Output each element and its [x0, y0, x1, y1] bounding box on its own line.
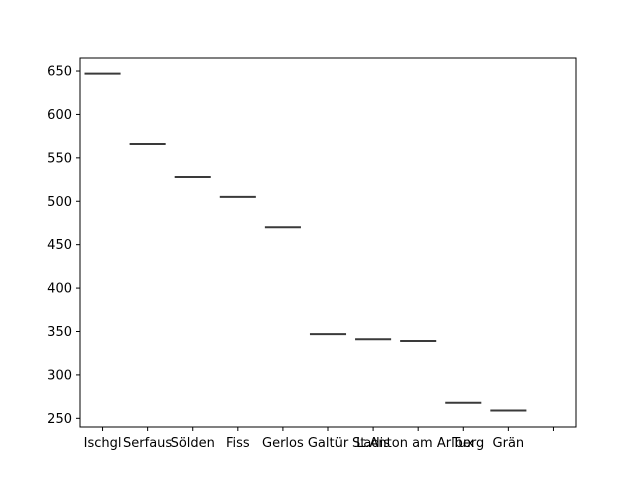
y-tick-label: 550: [47, 151, 72, 166]
x-tick-label: Grän: [493, 436, 525, 451]
y-tick-label: 650: [47, 65, 72, 80]
x-tick-label: Serfaus: [123, 436, 172, 451]
x-tick-label: Tux: [451, 436, 474, 451]
y-tick-label: 450: [47, 238, 72, 253]
y-tick-label: 350: [47, 325, 72, 340]
y-tick-label: 400: [47, 282, 72, 297]
y-tick-label: 500: [47, 195, 72, 210]
y-tick-label: 300: [47, 368, 72, 383]
x-tick-label: Ischgl: [84, 436, 122, 451]
y-tick-label: 250: [47, 412, 72, 427]
box-marks: [84, 72, 527, 412]
x-tick-label: Galtür: [308, 436, 349, 451]
y-axis: 250 300 350 400 450 500 550 600 650: [47, 65, 80, 427]
x-tick-label: St.Anton am Arlberg: [352, 436, 484, 451]
x-tick-label: Ladis: [356, 436, 390, 451]
y-tick-label: 600: [47, 108, 72, 123]
x-tick-label: Fiss: [226, 436, 250, 451]
x-tick-label: Sölden: [171, 436, 215, 451]
x-tick-label: Gerlos: [262, 436, 304, 451]
